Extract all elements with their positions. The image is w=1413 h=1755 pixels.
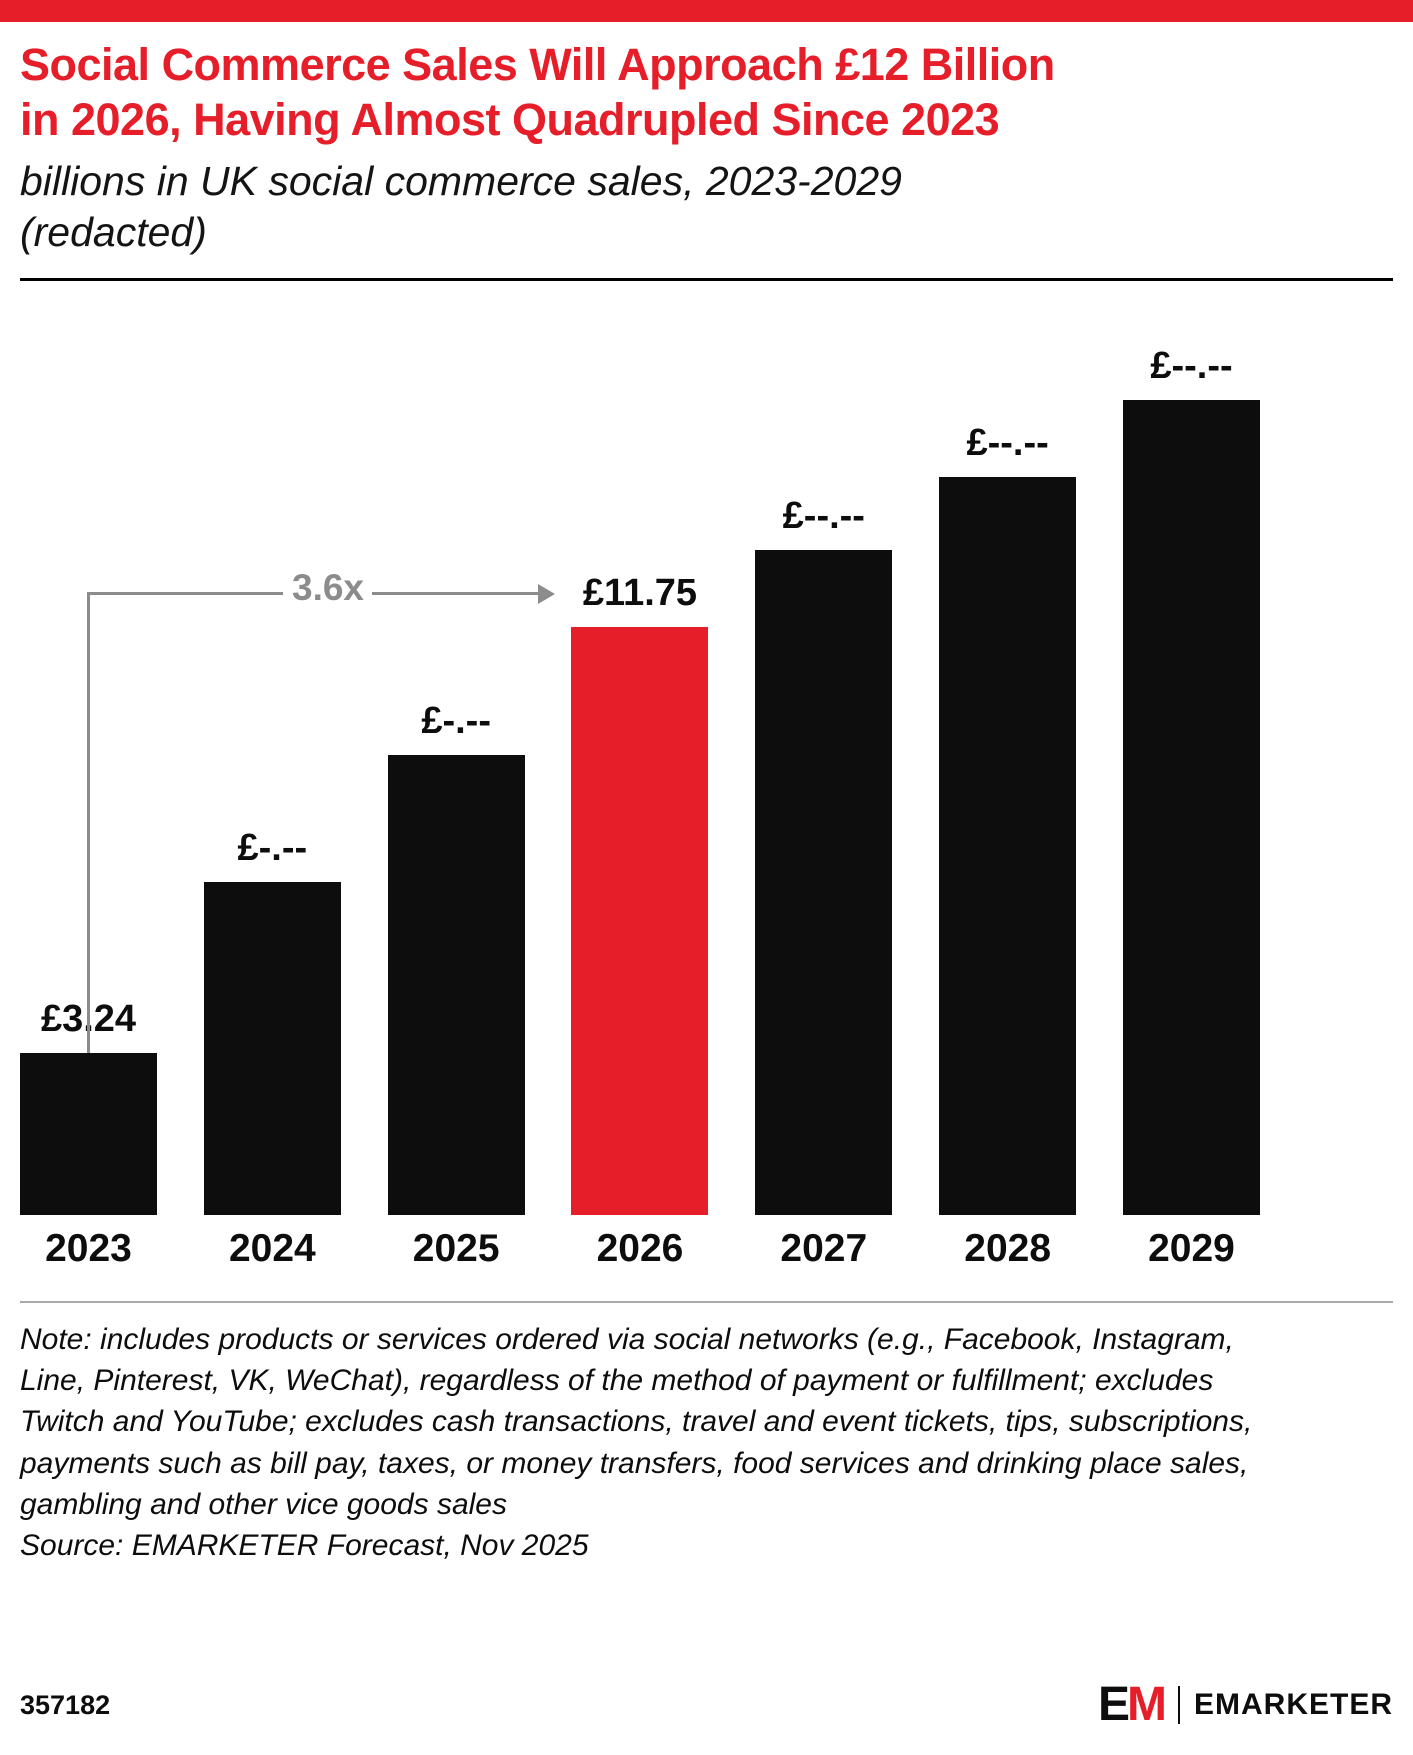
- bar-2026: [571, 627, 709, 1216]
- bar-2023: [20, 1053, 157, 1216]
- x-axis-label-2029: 2029: [1148, 1227, 1235, 1271]
- annotation-horizontal-line: [87, 592, 283, 596]
- footnote: Note: includes products or services orde…: [20, 1319, 1260, 1566]
- chart-id: 357182: [20, 1689, 111, 1720]
- note-divider: [20, 1301, 1393, 1304]
- footnote-text: Note: includes products or services orde…: [20, 1323, 1253, 1521]
- bar-2028: [939, 477, 1077, 1216]
- x-axis-label-2023: 2023: [45, 1227, 132, 1271]
- bar-value-label-2027: £--.--: [782, 495, 865, 538]
- emarketer-logo-icon: EM: [1097, 1678, 1167, 1731]
- chart-subtitle-line1: billions in UK social commerce sales, 20…: [20, 157, 902, 204]
- brand-name: EMARKETER: [1193, 1688, 1393, 1721]
- bar-column-2028: £--.--: [939, 422, 1077, 1216]
- bar-value-label-2029: £--.--: [1150, 345, 1233, 388]
- bar-2029: [1122, 400, 1260, 1216]
- annotation-arrowhead-icon: [538, 584, 555, 605]
- plot-area: 3.6x £3.24 £-.-- £-.-- £11.75 £--.-- £--.-- £-…: [20, 315, 1260, 1216]
- x-axis: 2023 2024 2025 2026 2027 2028 2029: [20, 1227, 1260, 1271]
- bar-chart: 3.6x £3.24 £-.-- £-.-- £11.75 £--.-- £--.-- £-…: [20, 315, 1393, 1271]
- bar-2024: [203, 882, 341, 1216]
- bar-value-label-2026: £11.75: [582, 572, 698, 615]
- chart-title-line2: in 2026, Having Almost Quadrupled Since …: [20, 93, 1000, 145]
- bar-column-2024: £-.--: [203, 827, 341, 1216]
- bar-column-2023: £3.24: [20, 998, 157, 1216]
- bar-2027: [755, 550, 893, 1216]
- bar-column-2027: £--.--: [755, 495, 893, 1216]
- x-axis-label-2028: 2028: [964, 1227, 1052, 1271]
- x-axis-label-2026: 2026: [596, 1227, 684, 1271]
- bar-value-label-2025: £-.--: [421, 700, 491, 743]
- annotation-multiplier-label: 3.6x: [292, 567, 365, 609]
- bar-value-label-2028: £--.--: [966, 422, 1049, 465]
- infographic-page: Social Commerce Sales Will Approach £12 …: [0, 22, 1413, 1755]
- chart-subtitle: billions in UK social commerce sales, 20…: [20, 156, 1393, 259]
- annotation-arrow-shaft: [372, 592, 540, 596]
- bar-column-2029: £--.--: [1122, 345, 1260, 1216]
- brand-divider: [1177, 1686, 1180, 1724]
- x-axis-label-2024: 2024: [228, 1227, 316, 1271]
- top-accent-bar: [0, 0, 1413, 22]
- bar-2025: [387, 755, 525, 1216]
- x-axis-label-2025: 2025: [412, 1227, 500, 1271]
- chart-title-line1: Social Commerce Sales Will Approach £12 …: [20, 39, 1055, 90]
- footer: 357182 EM EMARKETER: [20, 1681, 1393, 1729]
- bar-column-2026: £11.75: [571, 572, 709, 1216]
- x-axis-label-2027: 2027: [780, 1227, 868, 1271]
- bar-value-label-2024: £-.--: [237, 827, 308, 870]
- source-text: Source: EMARKETER Forecast, Nov 2025: [20, 1528, 589, 1562]
- brand-lockup: EM EMARKETER: [1098, 1681, 1393, 1729]
- header-divider: [20, 278, 1393, 282]
- annotation-vertical-line: [87, 593, 90, 1054]
- chart-title: Social Commerce Sales Will Approach £12 …: [20, 38, 1393, 148]
- bar-value-label-2023: £3.24: [40, 998, 137, 1041]
- bar-column-2025: £-.--: [387, 700, 525, 1216]
- chart-subtitle-line2: (redacted): [20, 209, 207, 256]
